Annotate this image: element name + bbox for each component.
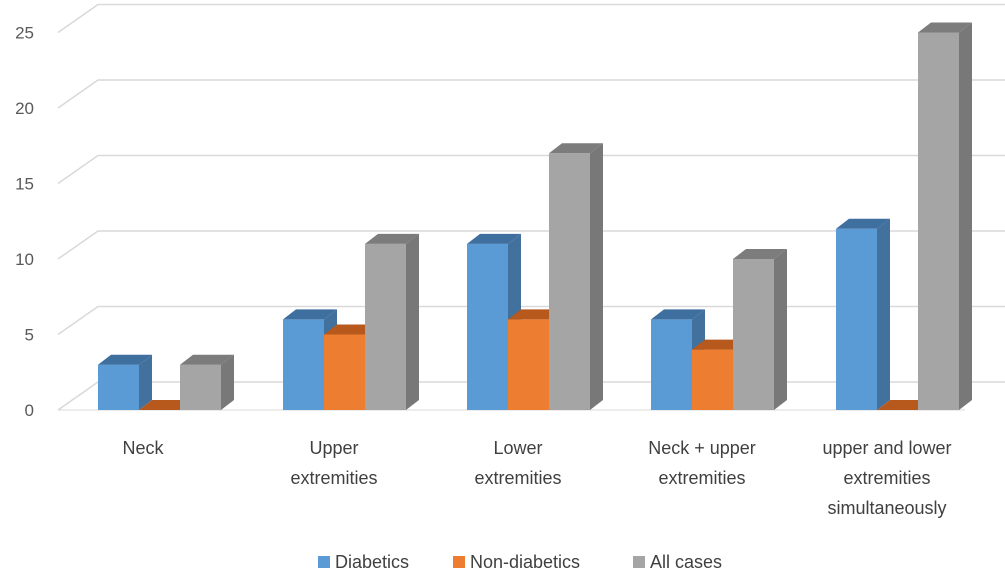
category-label-4-2: simultaneously xyxy=(827,498,946,518)
bar-front xyxy=(508,319,549,410)
category-label-4-0: upper and lower xyxy=(822,438,951,458)
bar-top xyxy=(918,22,972,33)
category-label-2-0: Lower xyxy=(493,438,542,458)
bar-top xyxy=(877,400,931,410)
bar-top xyxy=(508,309,562,320)
bar-top xyxy=(651,309,705,320)
bar-front xyxy=(733,259,774,410)
category-label-3-0: Neck + upper xyxy=(648,438,756,458)
category-label-0-0: Neck xyxy=(122,438,164,458)
bar-front xyxy=(365,243,406,410)
bar-top xyxy=(692,339,746,350)
gridline-diag-1 xyxy=(57,305,99,336)
gridline-diag-5 xyxy=(57,3,99,34)
bar-side xyxy=(774,249,787,410)
bar-side xyxy=(221,354,234,410)
bar-top xyxy=(467,233,521,244)
bar-side xyxy=(959,22,972,410)
x-axis-categories: Neck Upper extremities Lower extremities Neck… xyxy=(122,438,951,518)
legend-swatch-0 xyxy=(318,556,330,568)
bar-side xyxy=(406,233,419,410)
bar-front xyxy=(918,32,959,410)
category-label-1-0: Upper xyxy=(309,438,358,458)
category-label-1-1: extremities xyxy=(290,468,377,488)
bar-1-0 xyxy=(139,400,193,410)
bar-2-1 xyxy=(365,233,419,410)
bar-side xyxy=(590,143,603,411)
legend-label-1: Non-diabetics xyxy=(470,552,580,572)
category-label-2-1: extremities xyxy=(474,468,561,488)
bar-front xyxy=(836,228,877,410)
bar-side xyxy=(139,354,152,410)
bar-top xyxy=(180,354,234,365)
bar-top xyxy=(733,249,787,259)
bar-front xyxy=(283,319,324,410)
y-tick-label-4: 20 xyxy=(15,99,34,118)
bar-top xyxy=(836,218,890,229)
bar-2-4 xyxy=(918,22,972,410)
bar-top xyxy=(324,324,378,335)
category-label-4-1: extremities xyxy=(843,468,930,488)
bar-top xyxy=(139,400,193,410)
bar-2-2 xyxy=(549,143,603,411)
bar-side xyxy=(877,218,890,410)
bar-top xyxy=(365,233,419,244)
bar-top xyxy=(98,354,152,365)
gridline-diag-4 xyxy=(57,79,99,109)
gridline-diag-3 xyxy=(57,154,99,185)
bar-front xyxy=(467,243,508,410)
bar-0-0 xyxy=(98,354,152,410)
bars xyxy=(98,22,972,411)
legend-label-2: All cases xyxy=(650,552,722,572)
gridline-diag-2 xyxy=(57,230,99,260)
bar-2-0 xyxy=(180,354,234,410)
bar-front xyxy=(651,319,692,410)
y-axis-ticks: 0 5 10 15 20 25 xyxy=(15,24,34,421)
bar-front xyxy=(692,349,733,410)
category-label-3-1: extremities xyxy=(658,468,745,488)
bar-top xyxy=(283,309,337,320)
y-tick-label-0: 0 xyxy=(25,401,34,420)
y-tick-label-1: 5 xyxy=(25,326,34,345)
bar-0-4 xyxy=(836,218,890,410)
y-tick-label-5: 25 xyxy=(15,24,34,43)
bar-1-4 xyxy=(877,400,931,410)
bar-front xyxy=(324,334,365,410)
gridline-diag-0 xyxy=(57,381,99,411)
legend-label-0: Diabetics xyxy=(335,552,409,572)
legend-swatch-1 xyxy=(453,556,465,568)
bar-2-3 xyxy=(733,249,787,410)
y-tick-label-2: 10 xyxy=(15,250,34,269)
bar-front xyxy=(180,364,221,410)
legend: Diabetics Non-diabetics All cases xyxy=(318,552,722,572)
bar-front xyxy=(98,364,139,410)
legend-swatch-2 xyxy=(633,556,645,568)
y-tick-label-3: 15 xyxy=(15,175,34,194)
bar-front xyxy=(549,153,590,411)
bar-top xyxy=(549,143,603,154)
